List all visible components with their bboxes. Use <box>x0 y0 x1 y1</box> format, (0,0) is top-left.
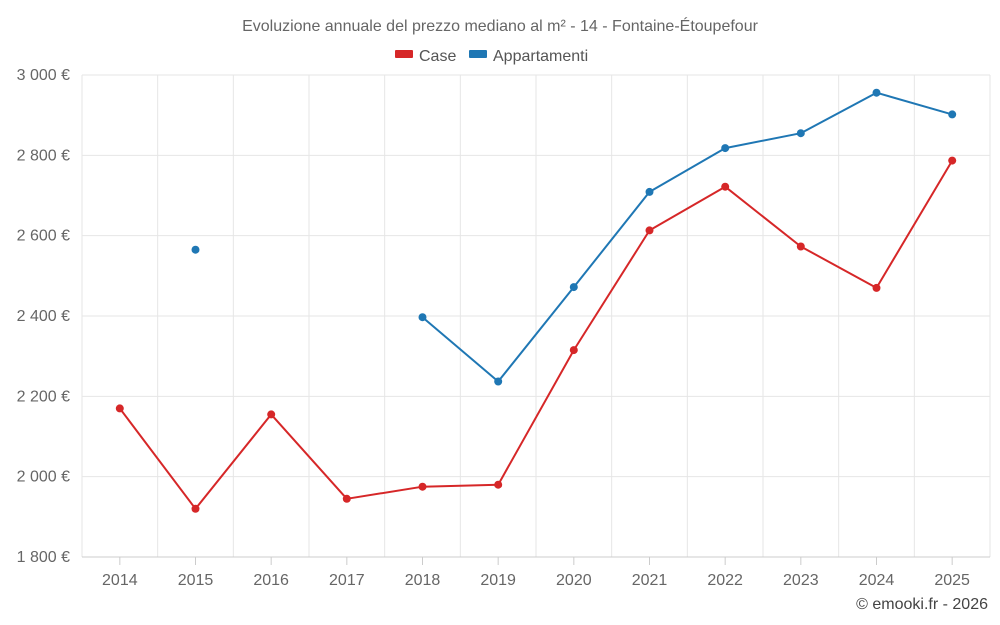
legend-swatch-case <box>395 50 413 58</box>
data-point-case[interactable] <box>645 226 654 235</box>
x-tick-label: 2025 <box>934 572 970 589</box>
y-tick-label: 1 800 € <box>17 549 70 566</box>
x-tick-label: 2024 <box>859 572 895 589</box>
data-point-case[interactable] <box>948 156 957 165</box>
data-point-case[interactable] <box>418 482 427 491</box>
legend-label-appartamenti: Appartamenti <box>493 48 588 65</box>
y-tick-label: 2 800 € <box>17 147 70 164</box>
x-tick-label: 2023 <box>783 572 819 589</box>
y-tick-label: 3 000 € <box>17 67 70 84</box>
x-tick-label: 2015 <box>178 572 214 589</box>
series-line-appartamenti <box>421 91 953 383</box>
y-tick-label: 2 000 € <box>17 469 70 486</box>
series <box>115 88 957 513</box>
data-point-case[interactable] <box>191 504 200 513</box>
x-tick-label: 2022 <box>707 572 743 589</box>
data-point-case[interactable] <box>115 404 124 413</box>
x-tick-label: 2018 <box>405 572 441 589</box>
x-tick-label: 2014 <box>102 572 138 589</box>
data-point-appartamenti[interactable] <box>796 129 805 138</box>
data-point-appartamenti[interactable] <box>872 88 881 97</box>
data-point-appartamenti[interactable] <box>191 245 200 254</box>
x-tick-label: 2017 <box>329 572 365 589</box>
legend: Case Appartamenti <box>395 48 588 65</box>
series-line-case <box>119 160 954 510</box>
data-point-appartamenti[interactable] <box>569 283 578 292</box>
data-point-case[interactable] <box>267 410 276 419</box>
series-appartamenti <box>191 88 957 386</box>
data-point-case[interactable] <box>796 242 805 251</box>
data-point-appartamenti[interactable] <box>721 144 730 153</box>
chart-title: Evoluzione annuale del prezzo mediano al… <box>242 16 759 35</box>
data-point-case[interactable] <box>872 283 881 292</box>
data-point-case[interactable] <box>494 480 503 489</box>
y-tick-label: 2 600 € <box>17 228 70 245</box>
x-tick-label: 2019 <box>480 572 516 589</box>
data-point-case[interactable] <box>342 494 351 503</box>
legend-item-appartamenti[interactable]: Appartamenti <box>469 48 588 65</box>
y-tick-label: 2 200 € <box>17 388 70 405</box>
grid <box>81 74 991 557</box>
series-case <box>115 156 957 513</box>
x-tick-label: 2016 <box>253 572 289 589</box>
y-tick-label: 2 400 € <box>17 308 70 325</box>
data-point-appartamenti[interactable] <box>494 377 503 386</box>
legend-item-case[interactable]: Case <box>395 48 456 65</box>
data-point-case[interactable] <box>721 182 730 191</box>
legend-label-case: Case <box>419 48 456 65</box>
x-tick-label: 2020 <box>556 572 592 589</box>
axes: 1 800 € 2 000 € 2 200 € 2 400 € 2 600 € 2 800… <box>17 67 990 589</box>
data-point-case[interactable] <box>569 346 578 355</box>
data-point-appartamenti[interactable] <box>418 313 427 322</box>
x-tick-label: 2021 <box>632 572 668 589</box>
legend-swatch-appartamenti <box>469 50 487 58</box>
data-point-appartamenti[interactable] <box>645 187 654 196</box>
credit-text: © emooki.fr - 2026 <box>856 596 988 613</box>
data-point-appartamenti[interactable] <box>948 110 957 119</box>
